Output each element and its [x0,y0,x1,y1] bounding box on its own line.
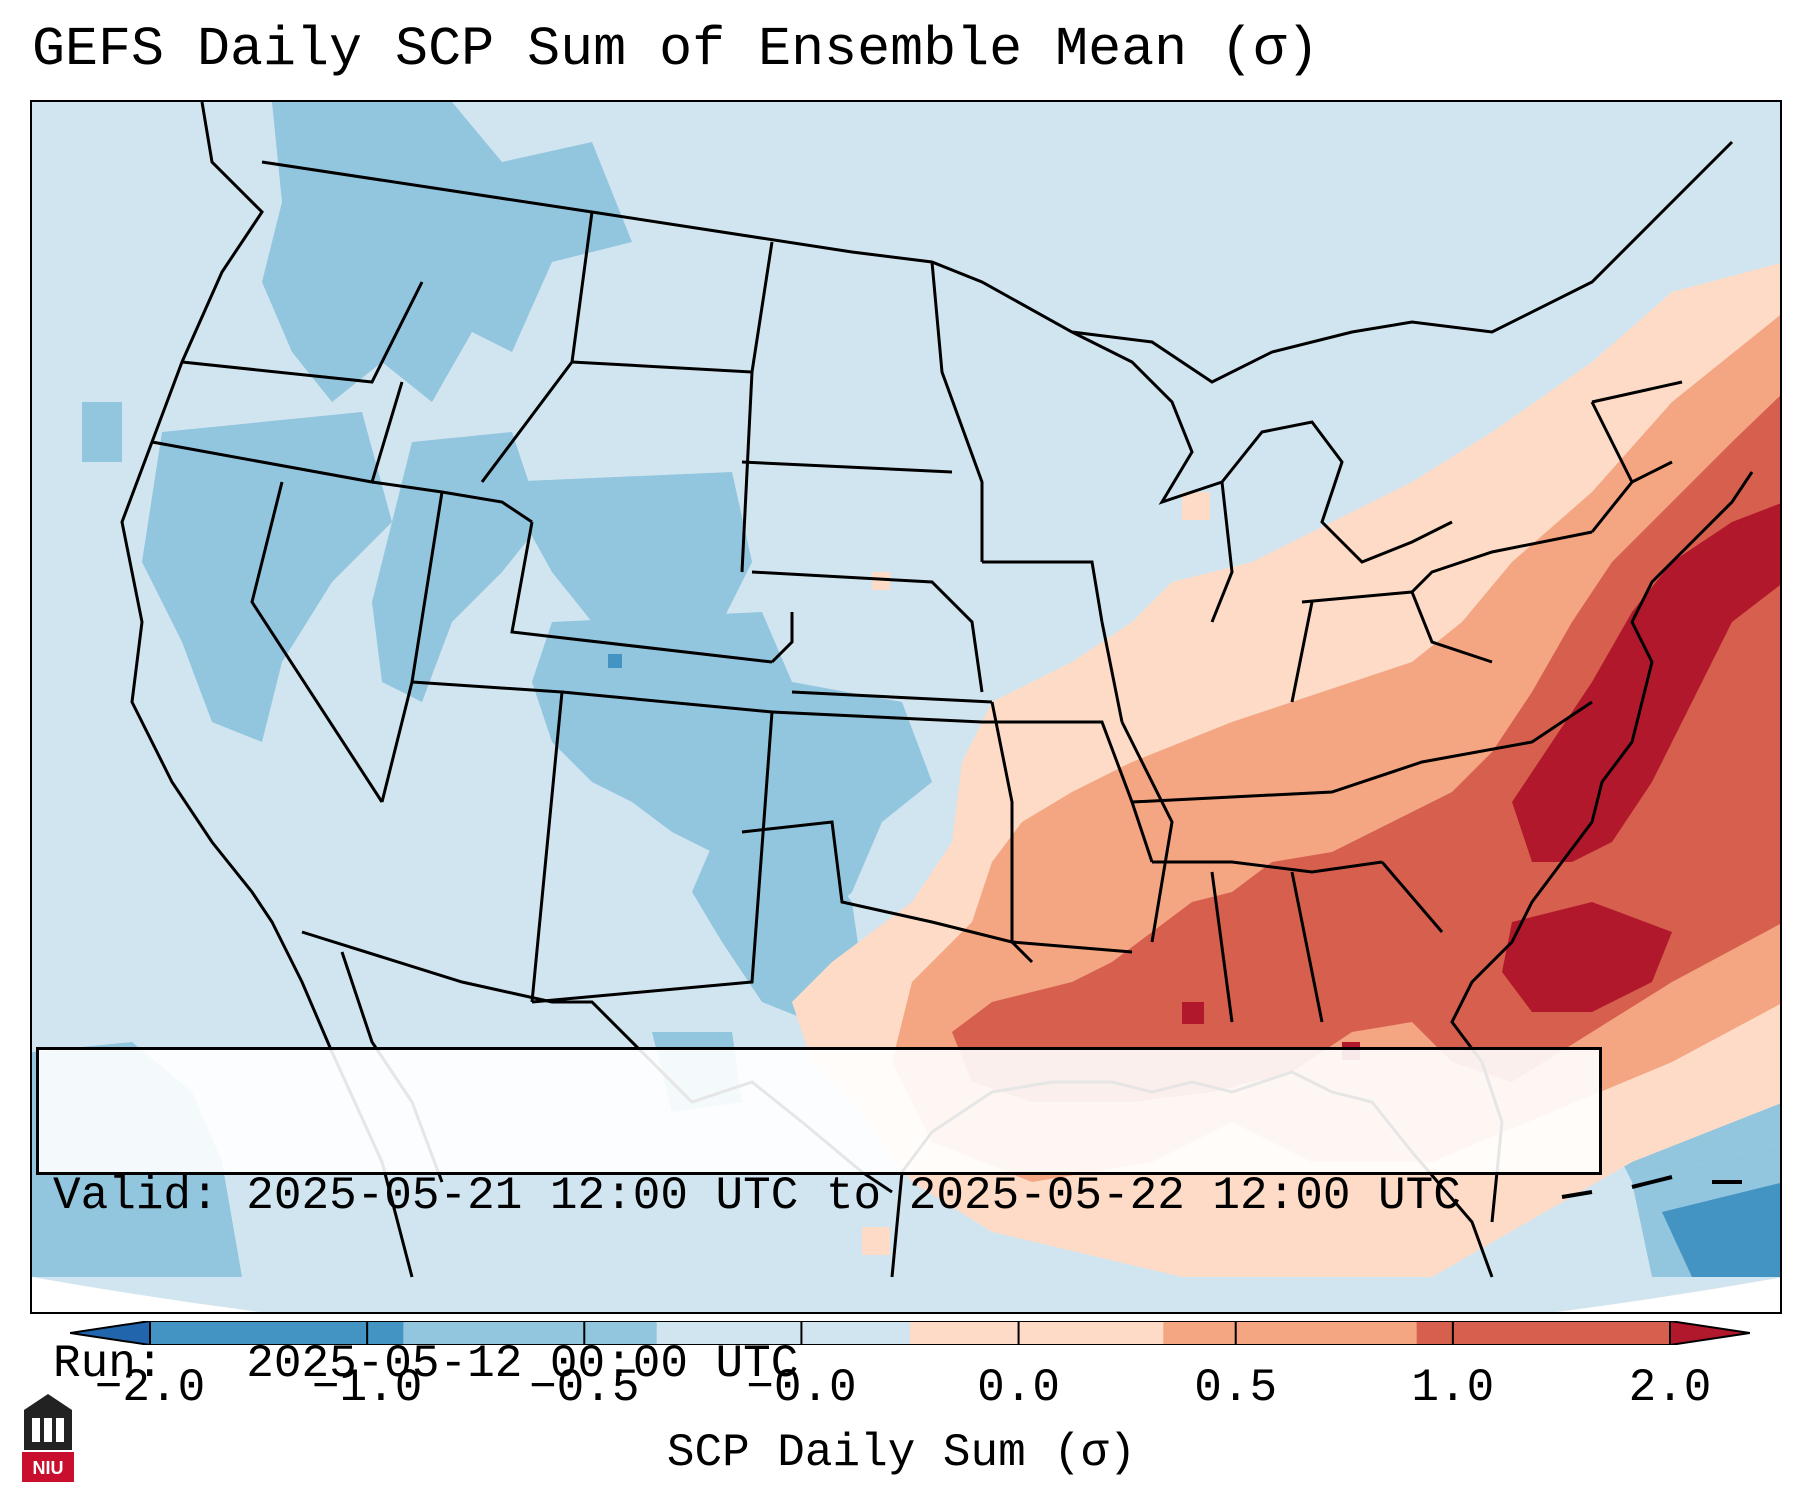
colorbar-bin [656,1321,911,1345]
colorbar-tick-label: 1.0 [1411,1362,1495,1414]
state-borders [120,102,1754,1278]
colorbar-bin [910,1321,1164,1345]
colorbar-tick-label: −1.0 [311,1362,423,1414]
university-seal-icon: NIU [22,1394,74,1482]
colorbar-tick-label: −2.0 [94,1362,206,1414]
colorbar-over-extension [1670,1321,1750,1345]
chart-title: GEFS Daily SCP Sum of Ensemble Mean (σ) [32,18,1320,81]
run-label: Run: [53,1338,164,1390]
run-row: Run: 2025-05-12 00:00 UTC [53,1336,1585,1392]
colorbar-tick-label: 0.0 [977,1362,1060,1414]
run-value: 2025-05-12 00:00 UTC [246,1338,799,1390]
colorbar-bin [150,1321,404,1345]
colorbar [70,1321,1750,1345]
valid-row: Valid: 2025-05-21 12:00 UTC to 2025-05-2… [53,1168,1585,1224]
valid-value: 2025-05-21 12:00 UTC to 2025-05-22 12:00… [246,1170,1461,1222]
colorbar-tick-label: 2.0 [1628,1362,1712,1414]
valid-time-box: Valid: 2025-05-21 12:00 UTC to 2025-05-2… [36,1047,1602,1390]
field-moderate-negative [608,654,1780,1277]
colorbar-bin [1416,1321,1671,1345]
logo-text: NIU [33,1458,64,1478]
colorbar-bin [403,1321,658,1345]
colorbar-tick-label: −0.5 [529,1362,640,1414]
colorbar-under-extension [70,1321,150,1345]
colorbar-label: SCP Daily Sum (σ) [666,1427,1137,1479]
colorbar-tick-label: −0.0 [746,1362,857,1414]
colorbar-bin [1163,1321,1418,1345]
valid-label: Valid: [53,1170,219,1222]
colorbar-tick-label: 0.5 [1194,1362,1278,1414]
